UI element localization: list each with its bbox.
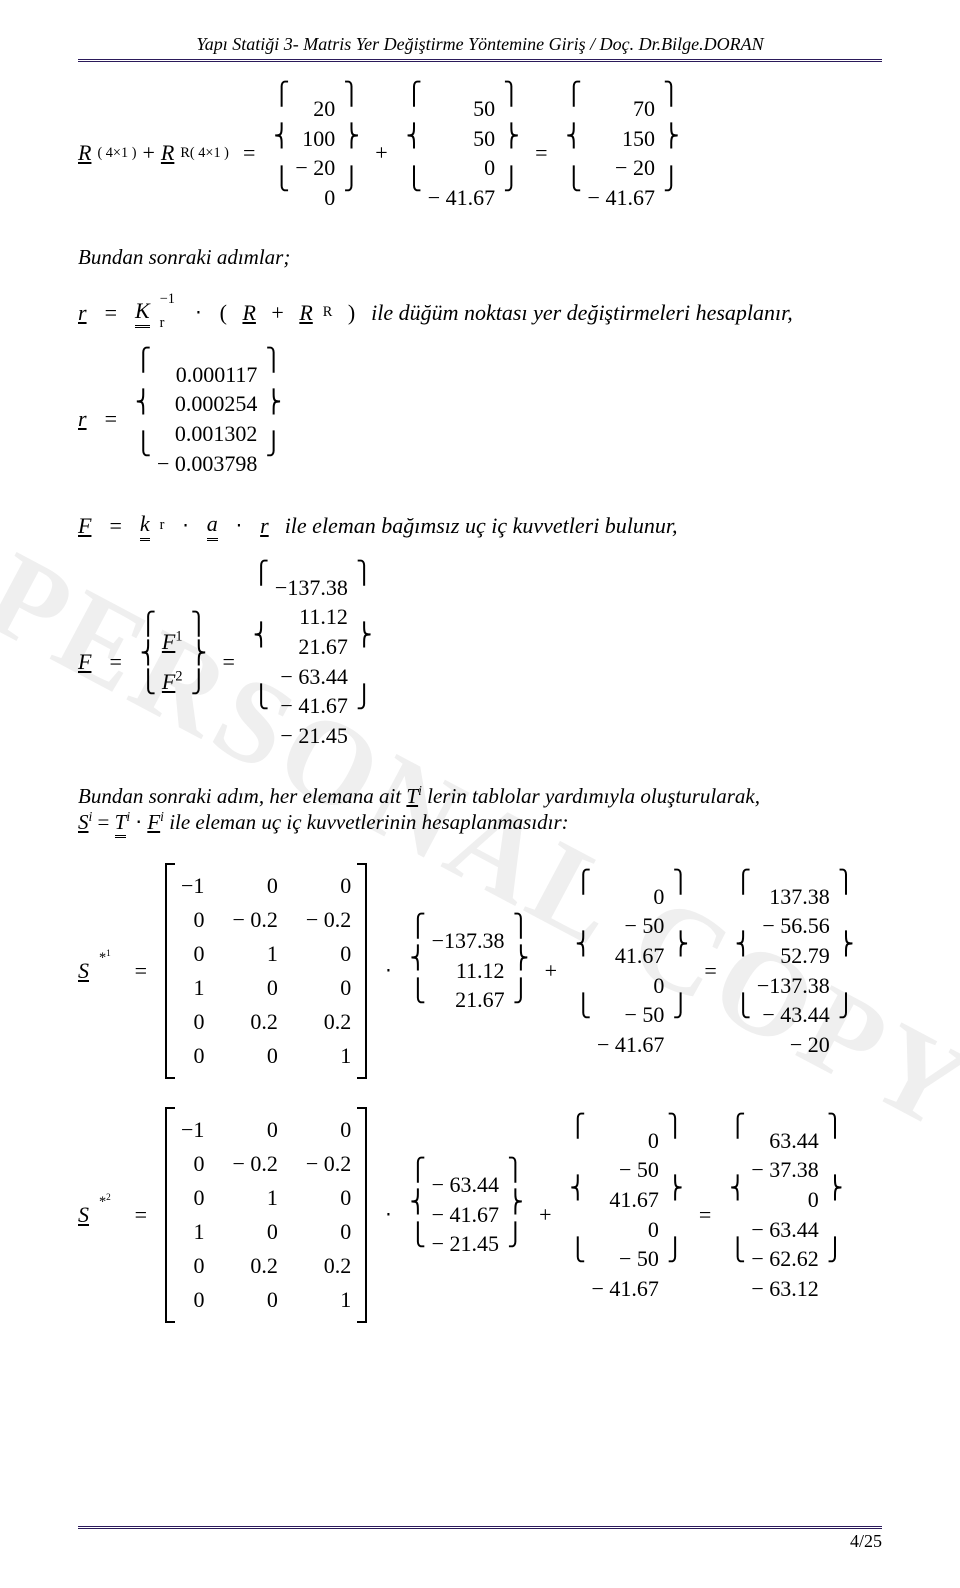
equation-S1: S *1 = −1000− 0.2− 0.201010000.20.2001 ⋅… [78, 863, 882, 1079]
matrix-S1: −1000− 0.2− 0.201010000.20.2001 [165, 863, 367, 1079]
para-after-R: Bundan sonraki adımlar; [78, 245, 882, 270]
matrix-S2: −1000− 0.2− 0.201010000.20.2001 [165, 1107, 367, 1323]
page-header: Yapı Statiği 3- Matris Yer Değiştirme Yö… [78, 34, 882, 62]
page-footer: 4/25 [78, 1526, 882, 1552]
page-number: 4/25 [850, 1531, 882, 1551]
header-text: Yapı Statiği 3- Matris Yer Değiştirme Yö… [196, 34, 763, 54]
equation-r-def: r = K −1 r ⋅ ( R + RR ) ile düğüm noktas… [78, 298, 882, 328]
vec-R-result: ⎧⎨⎩ 70150− 20− 41.67 ⎫⎬⎭ [566, 90, 677, 217]
sym-R: R [78, 140, 91, 166]
vec-R-a: ⎧⎨⎩ 20100− 200 ⎫⎬⎭ [273, 90, 357, 217]
sym-RR: R [161, 140, 174, 166]
para-T: Bundan sonraki adım, her elemana ait Ti … [78, 783, 882, 835]
equation-F-def: F = kr ⋅ a ⋅ r ile eleman bağımsız uç iç… [78, 511, 882, 541]
equation-S2: S *2 = −1000− 0.2− 0.201010000.20.2001 ⋅… [78, 1107, 882, 1323]
equation-F-vec: F = ⎧⎨⎩ F1 F2 ⎫⎬⎭ = ⎧⎨⎩ −137.3811.1221.6… [78, 569, 882, 755]
vec-r: ⎧⎨⎩ 0.0001170.0002540.001302− 0.003798 ⎫… [135, 356, 279, 483]
vec-R-b: ⎧⎨⎩ 50500− 41.67 ⎫⎬⎭ [406, 90, 517, 217]
equation-r-vec: r = ⎧⎨⎩ 0.0001170.0002540.001302− 0.0037… [78, 356, 882, 483]
vec-F: ⎧⎨⎩ −137.3811.1221.67− 63.44− 41.67− 21.… [253, 569, 370, 755]
equation-R: R( 4×1 ) + RR( 4×1 ) = ⎧⎨⎩ 20100− 200 ⎫⎬… [78, 90, 882, 217]
